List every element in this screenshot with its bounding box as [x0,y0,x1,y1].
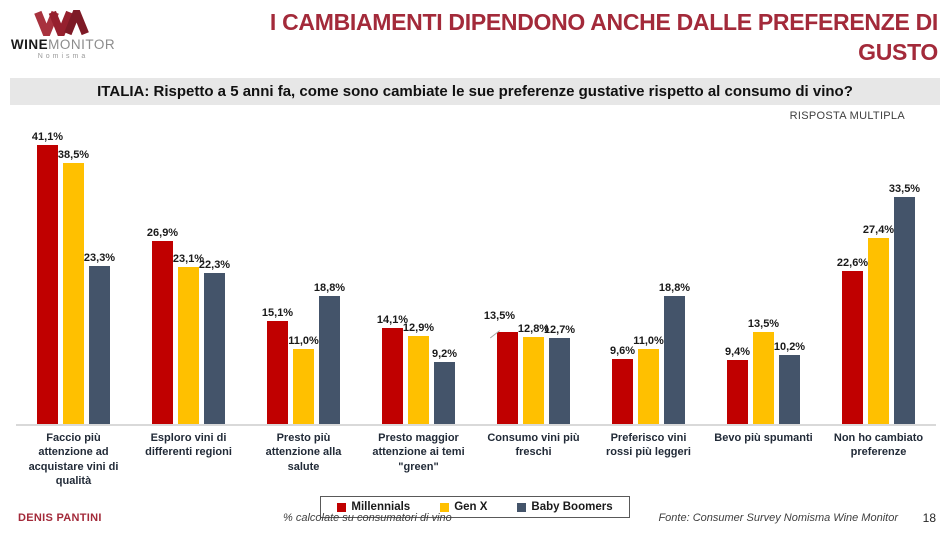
bar-gen-x: 11,0% [633,335,664,424]
value-label: 27,4% [862,223,895,236]
value-label: 11,0% [633,335,664,348]
bar-group: 26,9% 23,1% 22,3% [131,132,246,424]
bar-group: 15,1% 11,0% 18,8% [246,132,361,424]
legend: Millennials Gen X Baby Boomers [320,496,630,519]
value-label: 15,1% [261,307,294,320]
value-label: 38,5% [57,148,90,161]
logo-wordmark-bold: WINE [10,37,49,52]
bar-baby-boomers: 23,3% [84,252,115,424]
bar-baby-boomers: 10,2% [774,341,805,424]
bar-gen-x: 23,1% [173,253,204,424]
value-label: 12,9% [402,322,435,335]
category-label: Faccio più attenzione ad acquistare vini… [28,432,119,487]
category-label: Bevo più spumanti [714,432,813,444]
label-leader-line [489,330,500,339]
bar-millennials: 22,6% [837,257,868,424]
legend-swatch [517,502,527,512]
category-label: Presto maggior attenzione ai temi "green… [372,432,465,473]
bar-millennials: 14,1% [377,314,408,424]
value-label: 33,5% [888,182,921,195]
page-number: 18 [922,511,936,525]
bar-baby-boomers: 22,3% [199,259,230,424]
bar-group: 41,1% 38,5% 23,3% [16,131,131,424]
value-label: 12,7% [543,323,576,336]
bar-baby-boomers: 12,7% [544,324,575,424]
value-label: 12,8% [517,323,550,336]
bar-gen-x: 27,4% [863,224,894,424]
response-note: RISPOSTA MULTIPLA [789,110,905,122]
category-label: Consumo vini più freschi [487,432,580,459]
value-label: 22,3% [198,258,231,271]
bar-gen-x: 38,5% [58,149,89,424]
value-label: 9,4% [724,346,751,359]
wine-monitor-logo-icon [34,10,89,36]
bar-gen-x: 12,8% [518,323,549,424]
value-label: 13,5% [747,318,780,331]
category-label: Non ho cambiato preferenze [833,432,924,459]
legend-swatch [440,502,450,512]
footer-note: % calcolate su consumatori di vino [283,512,452,524]
bar-gen-x: 11,0% [288,335,319,424]
bar-group: 22,6% 27,4% 33,5% [821,132,936,424]
value-label: 18,8% [313,282,346,295]
legend-item: Gen X [440,501,487,513]
value-label: 26,9% [146,227,179,240]
header: WINEMONITOR Nomisma I CAMBIAMENTI DIPEND… [0,0,950,74]
footer: DENIS PANTINI % calcolate su consumatori… [0,511,950,527]
bar-baby-boomers: 33,5% [889,183,920,424]
value-label: 41,1% [31,130,64,143]
legend-item: Millennials [337,501,410,513]
bar-baby-boomers: 18,8% [659,282,690,424]
legend-label: Gen X [454,501,488,514]
value-label: 9,2% [431,347,458,360]
bar-millennials: 41,1% [32,131,63,424]
value-label: 14,1% [376,314,409,327]
value-label: 23,3% [83,251,116,264]
bar-millennials: 15,1% [262,307,293,424]
value-label: 9,6% [609,344,636,357]
value-label: 13,5% [483,310,516,323]
bar-group: 9,6% 11,0% 18,8% [591,132,706,424]
bar-group: 14,1% 12,9% 9,2% [361,132,476,424]
value-label: 11,0% [288,335,319,348]
page-title: I CAMBIAMENTI DIPENDONO ANCHE DALLE PREF… [269,9,938,65]
bar-millennials: 26,9% [147,227,178,424]
value-label: 18,8% [658,282,691,295]
bar-gen-x: 12,9% [403,322,434,424]
author: DENIS PANTINI [18,512,102,524]
plot-area: 41,1% 38,5% 23,3% 26,9% 23,1% 22,3% 15,1% 11,0%… [16,131,936,426]
category-label: Esploro vini di differenti regioni [145,432,232,459]
value-label: 10,2% [773,340,806,353]
logo-wordmark: WINEMONITOR [8,37,118,52]
value-label: 22,6% [836,256,869,269]
legend-row: Millennials Gen X Baby Boomers [0,496,950,519]
bar-millennials: 9,6% [610,345,635,424]
question-bar: ITALIA: Rispetto a 5 anni fa, come sono … [10,78,940,105]
bar-group: 9,4% 13,5% 10,2% [706,132,821,424]
bar-millennials: 9,4% [725,346,750,424]
logo: WINEMONITOR Nomisma [8,6,118,74]
bar-baby-boomers: 18,8% [314,282,345,424]
category-label: Presto più attenzione alla salute [265,432,342,473]
bar-gen-x: 13,5% [748,318,779,424]
bar-baby-boomers: 9,2% [432,348,457,424]
logo-subtext: Nomisma [37,53,89,60]
legend-label: Baby Boomers [531,501,613,514]
bar-millennials: 13,5% [484,310,518,424]
source-note: Fonte: Consumer Survey Nomisma Wine Moni… [658,512,898,524]
value-label: 23,1% [172,253,205,266]
category-label: Preferisco vini rossi più leggeri [606,432,691,459]
logo-wordmark-light: MONITOR [48,37,116,52]
legend-swatch [337,502,347,512]
category-labels: Faccio più attenzione ad acquistare vini… [16,431,936,488]
legend-item: Baby Boomers [517,501,613,514]
bar-group: 13,5% 12,8% 12,7% [476,132,591,424]
legend-label: Millennials [351,501,411,514]
